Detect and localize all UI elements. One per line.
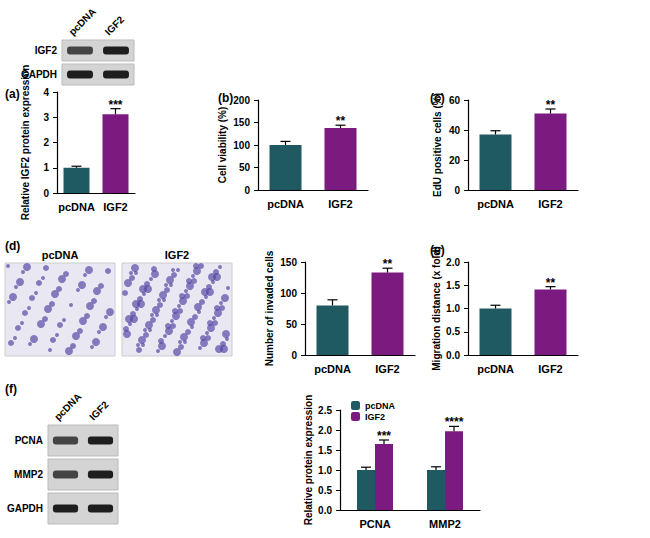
svg-text:pcDNA: pcDNA [477, 363, 514, 375]
svg-text:0.5: 0.5 [318, 485, 332, 496]
svg-text:(a): (a) [5, 87, 20, 101]
svg-text:GAPDH: GAPDH [20, 69, 57, 80]
svg-text:IGF2: IGF2 [103, 14, 127, 38]
svg-text:0: 0 [43, 188, 49, 199]
svg-text:***: *** [377, 429, 391, 443]
svg-text:100: 100 [280, 288, 297, 299]
svg-text:pcDNA: pcDNA [52, 391, 83, 422]
svg-text:IGF2: IGF2 [328, 198, 352, 210]
svg-text:MMP2: MMP2 [14, 469, 43, 480]
svg-text:3: 3 [43, 112, 49, 123]
svg-text:150: 150 [280, 257, 297, 268]
svg-text:Cell viability (%): Cell viability (%) [217, 107, 228, 184]
svg-text:IGF2: IGF2 [87, 399, 111, 423]
svg-text:150: 150 [233, 117, 250, 128]
svg-text:2.0: 2.0 [446, 257, 460, 268]
svg-text:PCNA: PCNA [15, 435, 43, 446]
svg-text:Migration distance (x fold): Migration distance (x fold) [431, 246, 442, 370]
svg-text:1.0: 1.0 [446, 303, 460, 314]
svg-text:IGF2: IGF2 [365, 412, 385, 422]
svg-text:20: 20 [449, 155, 461, 166]
svg-text:1: 1 [43, 162, 49, 173]
svg-text:PCNA: PCNA [359, 518, 390, 530]
svg-text:pcDNA: pcDNA [365, 401, 396, 411]
svg-text:40: 40 [449, 125, 461, 136]
svg-text:(b): (b) [218, 91, 233, 105]
svg-text:0.5: 0.5 [446, 326, 460, 337]
svg-text:**: ** [336, 114, 346, 128]
svg-text:4: 4 [43, 87, 49, 98]
svg-text:2.5: 2.5 [318, 405, 332, 416]
svg-text:0: 0 [454, 185, 460, 196]
svg-text:200: 200 [233, 95, 250, 106]
svg-text:MMP2: MMP2 [429, 518, 461, 530]
svg-text:2.0: 2.0 [318, 425, 332, 436]
svg-text:IGF2: IGF2 [103, 201, 127, 213]
svg-text:(f): (f) [5, 382, 17, 396]
svg-text:***: *** [108, 98, 122, 112]
svg-text:IGF2: IGF2 [35, 45, 58, 56]
svg-text:(d): (d) [5, 239, 20, 253]
svg-text:pcDNA: pcDNA [67, 6, 98, 37]
svg-text:50: 50 [239, 162, 251, 173]
svg-text:**: ** [383, 257, 393, 271]
svg-text:GAPDH: GAPDH [7, 503, 43, 514]
svg-text:IGF2: IGF2 [165, 249, 189, 261]
svg-text:60: 60 [449, 95, 461, 106]
svg-text:**: ** [546, 276, 556, 290]
svg-text:0: 0 [244, 185, 250, 196]
svg-text:pcDNA: pcDNA [477, 198, 514, 210]
svg-text:IGF2: IGF2 [538, 363, 562, 375]
svg-text:0.0: 0.0 [446, 350, 460, 361]
svg-text:Relative IGF2 protein expressi: Relative IGF2 protein expression [20, 65, 31, 221]
svg-text:pcDNA: pcDNA [314, 363, 351, 375]
svg-text:IGF2: IGF2 [375, 363, 399, 375]
svg-text:1.5: 1.5 [446, 280, 460, 291]
svg-text:50: 50 [286, 319, 298, 330]
svg-text:100: 100 [233, 140, 250, 151]
svg-text:EdU positive cells (%): EdU positive cells (%) [432, 93, 443, 197]
svg-text:pcDNA: pcDNA [42, 249, 79, 261]
svg-text:0: 0 [291, 350, 297, 361]
svg-text:pcDNA: pcDNA [58, 201, 95, 213]
svg-text:0.0: 0.0 [318, 505, 332, 516]
svg-text:1.0: 1.0 [318, 465, 332, 476]
svg-text:1.5: 1.5 [318, 445, 332, 456]
svg-text:**: ** [546, 98, 556, 112]
svg-text:IGF2: IGF2 [538, 198, 562, 210]
svg-text:pcDNA: pcDNA [267, 198, 304, 210]
svg-text:****: **** [445, 415, 464, 429]
svg-text:Number of invaded cells: Number of invaded cells [264, 250, 275, 366]
svg-text:Relative protein expression: Relative protein expression [303, 395, 314, 526]
svg-text:2: 2 [43, 137, 49, 148]
